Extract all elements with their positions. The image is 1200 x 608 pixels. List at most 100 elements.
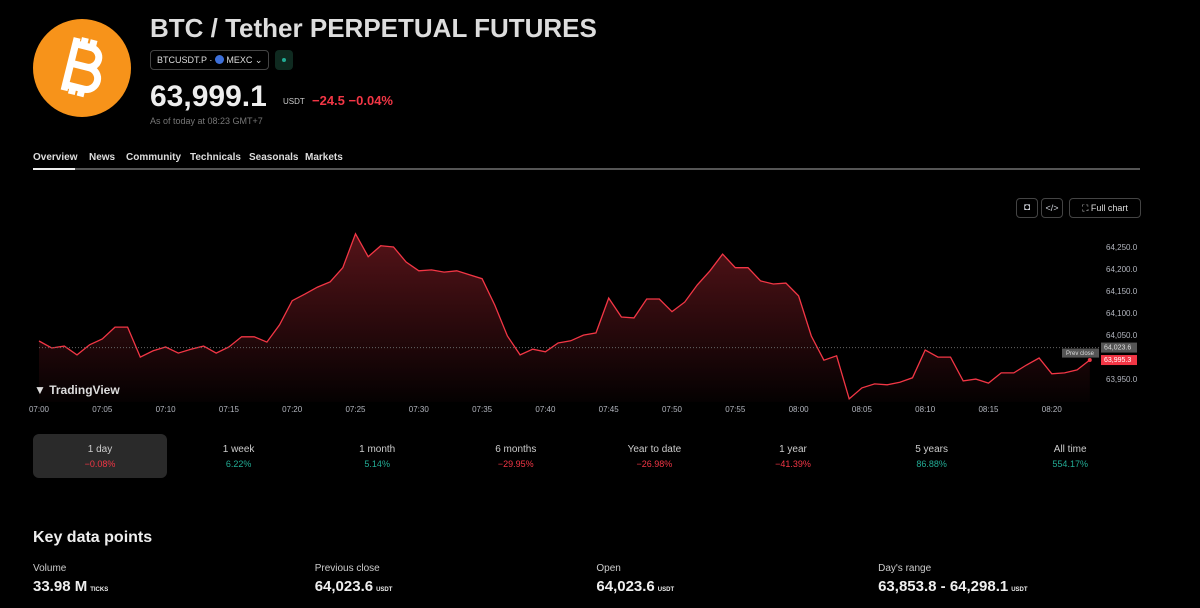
period-button[interactable]: Year to date −26.98% xyxy=(587,434,721,478)
embed-btn[interactable]: </> xyxy=(1041,198,1063,218)
key-data-item: Day's range 63,853.8 - 64,298.1 USDT xyxy=(878,563,1027,595)
period-label: 1 day xyxy=(87,444,113,455)
period-change: 6.22% xyxy=(225,459,252,469)
snapshot-btn[interactable]: ◘ xyxy=(1016,198,1038,218)
unit: TICKS xyxy=(90,587,109,593)
period-button[interactable]: 1 year −41.39% xyxy=(726,434,860,478)
tab[interactable]: News xyxy=(89,152,116,163)
x-tick-label: 07:55 xyxy=(725,405,746,414)
change: −24.5 −0.04% xyxy=(312,93,393,108)
last-dot xyxy=(1087,358,1092,363)
x-tick-label: 08:15 xyxy=(978,405,999,414)
value: 64,023.6 xyxy=(596,578,655,595)
x-tick-label: 07:30 xyxy=(409,405,430,414)
key-data-value: 64,023.6 USDT xyxy=(596,578,674,595)
y-tick-label: 64,200.0 xyxy=(1106,265,1138,274)
symbol: BTCUSDT.P xyxy=(157,55,207,65)
period-button[interactable]: 1 week 6.22% xyxy=(172,434,306,478)
prev-close-name: Prev close xyxy=(1066,351,1095,357)
key-data-value: 63,853.8 - 64,298.1 USDT xyxy=(878,578,1027,595)
prev-close-tag xyxy=(1062,348,1099,358)
tab[interactable]: Technicals xyxy=(190,152,241,163)
key-data-value: 33.98 M TICKS xyxy=(33,578,108,595)
unit: USDT xyxy=(1011,587,1028,593)
value: 63,853.8 - 64,298.1 xyxy=(878,578,1009,595)
period-change: −29.95% xyxy=(497,459,534,469)
tab-active xyxy=(33,168,75,170)
key-data-label: Day's range xyxy=(878,563,932,574)
full-chart-label: Full chart xyxy=(1090,203,1128,213)
x-tick-label: 07:20 xyxy=(282,405,303,414)
x-tick-label: 08:00 xyxy=(789,405,810,414)
title: BTC / Tether PERPETUAL FUTURES xyxy=(150,13,597,43)
key-data-value: 64,023.6 USDT xyxy=(315,578,393,595)
y-tick-label: 64,250.0 xyxy=(1106,243,1138,252)
symbol-badge[interactable]: BTCUSDT.P · MEXC ⌄ xyxy=(150,50,270,70)
period-button[interactable]: All time 554.17% xyxy=(1003,434,1137,478)
y-tick-label: 63,950.0 xyxy=(1106,375,1138,384)
period-label: 6 months xyxy=(495,444,537,455)
period-button[interactable]: 1 day −0.08% xyxy=(33,434,167,478)
tab[interactable]: Seasonals xyxy=(249,152,299,163)
x-tick-label: 07:40 xyxy=(535,405,556,414)
line xyxy=(38,232,1091,401)
exchange-icon xyxy=(214,55,224,64)
exchange: MEXC xyxy=(226,55,253,65)
period-label: Year to date xyxy=(627,444,682,455)
tab-rule xyxy=(33,168,1140,170)
last-tag xyxy=(1101,355,1137,366)
currency: USDT xyxy=(283,97,305,106)
period-change: 554.17% xyxy=(1052,459,1088,469)
period-label: 1 month xyxy=(359,444,396,455)
y-tick-label: 64,100.0 xyxy=(1106,309,1138,318)
prev-close-value-tag xyxy=(1101,342,1137,353)
watermark: ▼ TradingView xyxy=(34,383,120,397)
change-abs: −24.5 xyxy=(312,93,345,108)
prev-close-value: 64,023.6 xyxy=(1104,344,1131,351)
x-tick-label: 07:45 xyxy=(599,405,620,414)
x-tick-label: 07:10 xyxy=(156,405,177,414)
x-tick-label: 07:00 xyxy=(29,405,50,414)
period-change: −26.98% xyxy=(636,459,673,469)
value: 33.98 M xyxy=(33,578,88,595)
x-tick-label: 08:05 xyxy=(852,405,873,414)
y-tick-label: 64,050.0 xyxy=(1106,331,1138,340)
change-pct: −0.04% xyxy=(348,93,393,108)
key-data-title: Key data points xyxy=(33,529,153,546)
area xyxy=(39,233,1090,402)
period-change: −0.08% xyxy=(84,459,116,469)
period-change: −41.39% xyxy=(775,459,811,469)
x-tick-label: 08:10 xyxy=(915,405,936,414)
x-tick-label: 07:35 xyxy=(472,405,493,414)
price: 63,999.1 xyxy=(150,80,267,113)
y-tick-label: 64,150.0 xyxy=(1106,287,1138,296)
key-data-label: Previous close xyxy=(314,563,380,574)
period-button[interactable]: 6 months −29.95% xyxy=(449,434,583,478)
x-tick-label: 07:05 xyxy=(92,405,113,414)
tab[interactable]: Markets xyxy=(305,152,343,163)
x-tick-label: 07:50 xyxy=(662,405,683,414)
key-data-item: Open 64,023.6 USDT xyxy=(596,563,674,595)
period-button[interactable]: 1 month 5.14% xyxy=(310,434,444,478)
last-value: 63,995.3 xyxy=(1104,357,1131,364)
period-button[interactable]: 5 years 86.88% xyxy=(865,434,999,478)
status-dot xyxy=(282,58,286,62)
key-data-label: Volume xyxy=(33,563,67,574)
key-data-item: Previous close 64,023.6 USDT xyxy=(315,563,393,595)
period-label: 1 year xyxy=(779,444,807,455)
status xyxy=(275,50,293,70)
unit: USDT xyxy=(376,587,393,593)
full-chart-btn[interactable]: ⛶ Full chart xyxy=(1069,198,1141,218)
key-data-item: Volume 33.98 M TICKS xyxy=(33,563,108,595)
coin-logo xyxy=(33,19,131,117)
period-label: 1 week xyxy=(222,444,255,455)
as-of: As of today at 08:23 GMT+7 xyxy=(150,116,263,126)
period-change: 86.88% xyxy=(916,459,947,469)
x-tick-label: 07:25 xyxy=(345,405,366,414)
chart: 64,250.0 64,200.0 64,150.0 64,100.0 64,050.0… xyxy=(29,232,1138,414)
tab[interactable]: Community xyxy=(126,152,181,163)
period-label: 5 years xyxy=(915,444,948,455)
tab[interactable]: Overview xyxy=(33,152,78,163)
watermark-text: TradingView xyxy=(49,383,120,397)
